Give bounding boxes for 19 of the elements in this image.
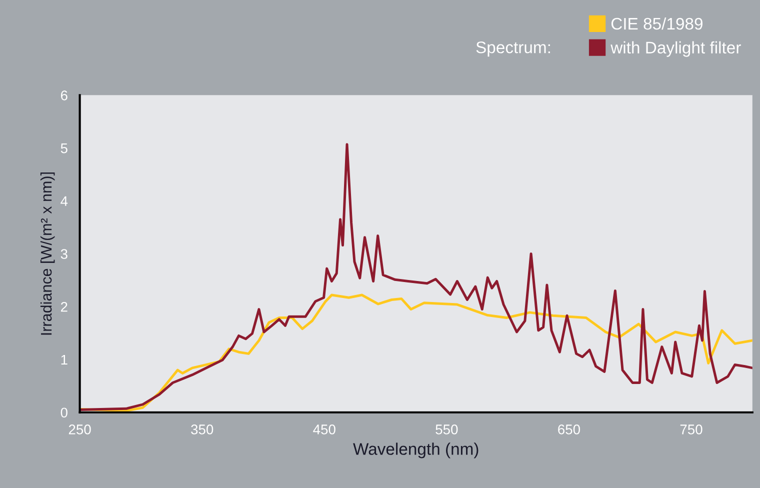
- x-tick-label: 250: [68, 424, 91, 434]
- legend-label: CIE 85/1989: [611, 17, 702, 30]
- line-series: [80, 143, 752, 411]
- y-tick-label: 0: [60, 408, 68, 418]
- legend-label: with Daylight filter: [610, 41, 741, 57]
- x-tick-label: 650: [558, 424, 580, 434]
- y-tick-label: 2: [60, 302, 68, 312]
- x-tick-label: 550: [436, 424, 458, 434]
- y-tick-label: 5: [60, 144, 68, 154]
- y-tick-label: 6: [60, 90, 68, 100]
- y-tick-label: 1: [61, 354, 68, 365]
- legend-title: Spectrum:: [476, 41, 550, 57]
- x-axis-title: Wavelength (nm): [353, 442, 478, 458]
- x-tick-label: 350: [191, 424, 214, 434]
- x-tick-label: 450: [313, 424, 336, 434]
- y-tick-label: 4: [60, 196, 68, 206]
- y-tick-label: 3: [60, 249, 68, 259]
- y-axis-title: Irradiance [W/(m² x nm)]: [40, 172, 55, 335]
- x-tick-label: 750: [680, 424, 702, 434]
